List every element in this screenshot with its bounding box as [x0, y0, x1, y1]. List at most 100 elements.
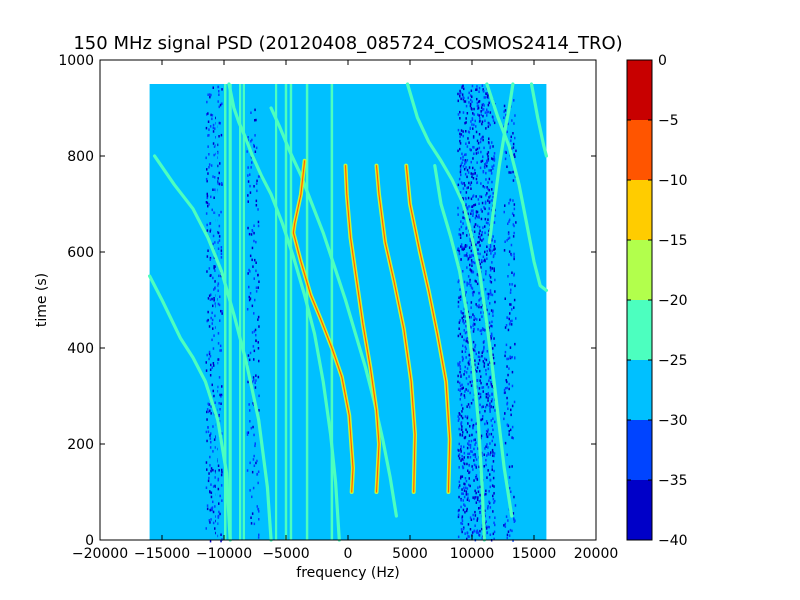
noise-speck: [219, 319, 221, 322]
noise-speck: [256, 189, 258, 193]
noise-speck: [504, 387, 507, 390]
noise-speck: [484, 96, 487, 99]
noise-speck: [220, 182, 223, 185]
noise-speck: [470, 197, 473, 201]
noise-speck: [508, 534, 511, 537]
noise-speck: [460, 97, 462, 101]
noise-speck: [506, 316, 508, 319]
noise-speck: [514, 136, 516, 140]
noise-speck: [511, 319, 513, 323]
noise-speck: [221, 310, 223, 313]
noise-speck: [255, 240, 257, 244]
noise-speck: [470, 120, 472, 123]
noise-speck: [481, 417, 484, 421]
noise-speck: [214, 401, 216, 404]
noise-speck: [477, 113, 479, 116]
noise-speck: [249, 292, 252, 295]
noise-speck: [219, 349, 221, 352]
noise-speck: [221, 102, 223, 105]
noise-speck: [487, 297, 489, 300]
noise-speck: [477, 248, 479, 251]
noise-speck: [503, 210, 505, 214]
noise-speck: [487, 525, 489, 529]
noise-speck: [493, 248, 495, 251]
noise-speck: [473, 204, 475, 207]
noise-speck: [469, 358, 471, 361]
noise-speck: [472, 423, 475, 427]
noise-speck: [212, 304, 214, 308]
noise-speck: [469, 102, 472, 106]
noise-speck: [475, 466, 477, 469]
noise-speck: [463, 315, 465, 318]
noise-speck: [212, 510, 215, 514]
noise-speck: [494, 240, 496, 243]
noise-speck: [218, 235, 221, 238]
noise-speck: [470, 286, 473, 289]
noise-speck: [490, 432, 493, 436]
noise-speck: [510, 139, 512, 142]
doppler-curves: [148, 82, 548, 542]
noise-speck: [471, 253, 473, 257]
noise-speck: [486, 93, 489, 96]
noise-speck: [466, 301, 468, 305]
noise-speck: [487, 187, 489, 191]
noise-speck: [218, 93, 220, 96]
noise-speck: [462, 499, 464, 502]
noise-speck: [463, 329, 465, 332]
noise-speck: [212, 425, 214, 428]
noise-speck: [482, 360, 485, 363]
noise-speck: [464, 482, 466, 486]
noise-speck: [253, 239, 255, 243]
doppler-curve: [486, 83, 548, 292]
noise-speck: [465, 121, 467, 124]
noise-speck: [213, 266, 215, 270]
noise-speck: [463, 217, 466, 220]
noise-speck: [513, 400, 516, 404]
colorbar-band: [627, 480, 652, 540]
noise-speck: [478, 359, 481, 362]
noise-speck: [211, 318, 214, 322]
noise-speck: [457, 448, 459, 452]
noise-speck: [470, 316, 472, 319]
noise-speck: [212, 126, 215, 130]
noise-speck: [491, 448, 494, 452]
noise-speck: [507, 373, 509, 377]
noise-speck: [465, 493, 468, 496]
x-tick-label: −15000: [134, 546, 190, 562]
noise-speck: [474, 216, 477, 220]
noise-speck: [481, 315, 483, 318]
noise-speck: [468, 464, 470, 467]
noise-speck: [476, 517, 479, 520]
noise-speck: [492, 314, 494, 317]
noise-speck: [218, 402, 220, 405]
noise-speck: [466, 284, 468, 287]
colorbar-tick-label: −10: [658, 173, 688, 189]
noise-speck: [479, 166, 482, 170]
noise-speck: [216, 231, 219, 234]
noise-speck: [250, 233, 253, 236]
noise-speck: [208, 267, 211, 270]
noise-speck: [475, 88, 477, 91]
noise-speck: [221, 468, 223, 472]
noise-speck: [248, 403, 250, 406]
noise-speck: [485, 92, 487, 95]
noise-speck: [257, 208, 259, 211]
noise-speck: [491, 165, 493, 168]
noise-speck: [472, 212, 474, 215]
noise-speck: [466, 405, 468, 408]
noise-speck: [478, 465, 480, 469]
noise-speck: [220, 133, 223, 137]
x-axis: −20000 −15000 −10000 −5000 0 5000 10000 15000 20…: [72, 60, 618, 562]
noise-speck: [464, 511, 466, 514]
noise-speck: [487, 125, 490, 128]
noise-speck: [253, 231, 255, 235]
noise-speck: [461, 316, 463, 320]
noise-speck: [220, 349, 222, 352]
noise-speck: [476, 88, 478, 91]
noise-speck: [481, 108, 484, 112]
noise-speck: [483, 362, 486, 365]
noise-speck: [460, 522, 462, 525]
noise-speck: [457, 535, 460, 539]
noise-speck: [503, 524, 505, 527]
noise-speck: [208, 128, 210, 131]
